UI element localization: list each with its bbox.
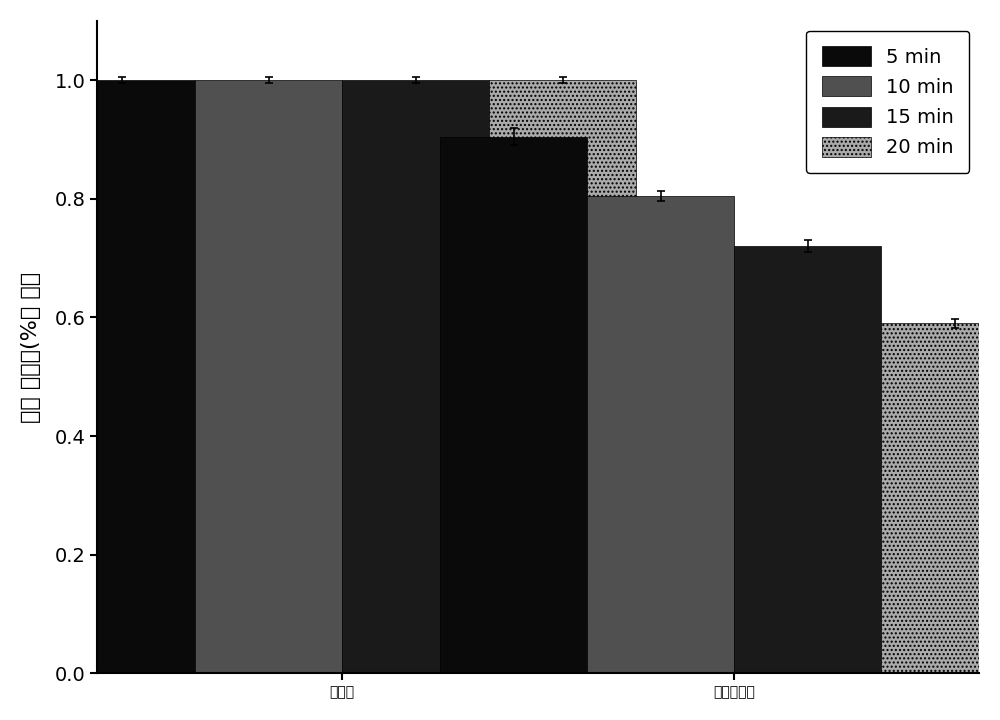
Legend: 5 min, 10 min, 15 min, 20 min: 5 min, 10 min, 15 min, 20 min [806, 30, 969, 173]
Bar [587, 196, 734, 673]
Bar [48, 80, 195, 673]
Bar [195, 80, 342, 673]
Bar [881, 323, 1000, 673]
Bar [489, 80, 636, 673]
Bar [342, 80, 489, 673]
Bar [440, 137, 587, 673]
Y-axis label: 细胞 存活率(%对 照）: 细胞 存活率(%对 照） [21, 271, 41, 423]
Bar [734, 246, 881, 673]
